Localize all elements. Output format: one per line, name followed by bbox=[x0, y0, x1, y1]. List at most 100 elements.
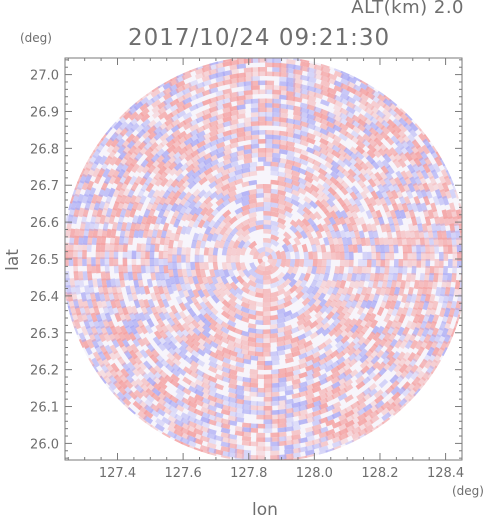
radar-cell bbox=[365, 91, 376, 100]
radar-cell bbox=[170, 282, 178, 292]
radar-cell bbox=[284, 200, 294, 209]
radar-cell bbox=[248, 198, 257, 205]
radar-cell bbox=[381, 279, 388, 289]
radar-cell bbox=[169, 275, 176, 285]
radar-cell bbox=[311, 366, 322, 374]
radar-cell bbox=[356, 139, 366, 149]
radar-cell bbox=[192, 175, 202, 185]
radar-cell bbox=[184, 205, 193, 216]
radar-cell bbox=[167, 254, 173, 263]
radar-cell bbox=[219, 336, 230, 345]
radar-cell bbox=[214, 373, 225, 381]
radar-cell bbox=[212, 254, 218, 263]
radar-cell bbox=[187, 395, 198, 404]
radar-cell bbox=[151, 229, 158, 239]
radar-cell bbox=[119, 374, 129, 384]
radar-cell bbox=[213, 416, 224, 424]
radar-cell bbox=[353, 279, 361, 290]
radar-cell bbox=[195, 130, 206, 139]
radar-cell bbox=[109, 257, 114, 267]
radar-cell bbox=[83, 305, 91, 316]
radar-cell bbox=[279, 67, 289, 73]
radar-cell bbox=[178, 302, 187, 312]
radar-cell bbox=[286, 127, 296, 134]
y-tick-label: 26.7 bbox=[30, 179, 59, 194]
radar-cell bbox=[440, 223, 447, 233]
radar-cell bbox=[422, 163, 431, 174]
radar-cell bbox=[78, 271, 84, 281]
radar-cell bbox=[382, 153, 392, 163]
radar-cell bbox=[270, 396, 280, 402]
radar-cell bbox=[300, 59, 310, 63]
radar-cell bbox=[288, 278, 298, 288]
radar-cell bbox=[339, 259, 345, 268]
radar-cell bbox=[284, 426, 294, 432]
radar-cell bbox=[126, 305, 134, 316]
radar-cell bbox=[229, 119, 239, 126]
radar-cell bbox=[163, 96, 174, 106]
radar-cell bbox=[114, 312, 122, 323]
radar-cell bbox=[138, 312, 147, 322]
radar-cell bbox=[311, 409, 322, 417]
radar-cell bbox=[182, 96, 193, 105]
radar-cell bbox=[250, 139, 260, 145]
radar-cell bbox=[304, 449, 315, 456]
radar-cell bbox=[247, 304, 257, 311]
radar-cell bbox=[317, 292, 326, 302]
radar-cell bbox=[341, 203, 350, 213]
radar-cell bbox=[247, 341, 257, 348]
radar-cell bbox=[363, 312, 372, 323]
radar-cell bbox=[284, 448, 294, 455]
radar-cell bbox=[182, 316, 192, 326]
radar-cell bbox=[305, 166, 315, 174]
radar-cell bbox=[180, 212, 189, 222]
radar-cell bbox=[237, 268, 246, 278]
radar-cell bbox=[352, 203, 361, 213]
radar-cell bbox=[396, 326, 405, 337]
radar-cell bbox=[262, 333, 271, 339]
radar-cell bbox=[123, 175, 133, 186]
radar-cell bbox=[147, 189, 156, 199]
radar-cell bbox=[193, 418, 204, 426]
radar-cell bbox=[200, 421, 211, 429]
radar-cell bbox=[429, 266, 435, 276]
radar-cell bbox=[353, 197, 362, 207]
radar-cell bbox=[220, 441, 231, 448]
radar-cell bbox=[204, 225, 212, 236]
radar-cell bbox=[92, 148, 101, 159]
radar-cell bbox=[168, 405, 179, 414]
radar-cell bbox=[407, 251, 413, 261]
radar-cell bbox=[248, 441, 259, 447]
radar-cell bbox=[312, 130, 323, 138]
radar-cell bbox=[243, 89, 253, 96]
radar-cell bbox=[189, 365, 199, 374]
radar-cell bbox=[214, 316, 224, 326]
radar-cell bbox=[339, 279, 347, 289]
radar-cell bbox=[150, 292, 158, 302]
x-tick-label: 127.6 bbox=[165, 466, 202, 481]
radar-cell bbox=[236, 99, 246, 106]
radar-cell bbox=[416, 327, 425, 337]
radar-cell bbox=[128, 228, 135, 239]
radar-cell bbox=[180, 417, 191, 426]
radar-cell bbox=[73, 235, 80, 245]
radar-cell bbox=[272, 58, 282, 64]
radar-cell bbox=[291, 378, 301, 386]
radar-cell bbox=[285, 150, 295, 157]
radar-cell bbox=[94, 292, 101, 302]
radar-cell bbox=[234, 168, 244, 176]
radar-cell bbox=[175, 282, 183, 292]
radar-cell bbox=[89, 149, 96, 159]
radar-cell bbox=[430, 365, 438, 375]
radar-cell bbox=[255, 220, 264, 226]
radar-cell bbox=[404, 339, 414, 350]
radar-cell bbox=[157, 189, 166, 199]
radar-cell bbox=[382, 103, 393, 113]
radar-cell bbox=[149, 257, 155, 267]
radar-cell bbox=[270, 450, 280, 456]
radar-cell bbox=[346, 100, 356, 110]
radar-cell bbox=[240, 339, 250, 346]
radar-cell bbox=[228, 364, 238, 371]
radar-cell bbox=[192, 327, 202, 337]
radar-cell bbox=[83, 319, 91, 330]
